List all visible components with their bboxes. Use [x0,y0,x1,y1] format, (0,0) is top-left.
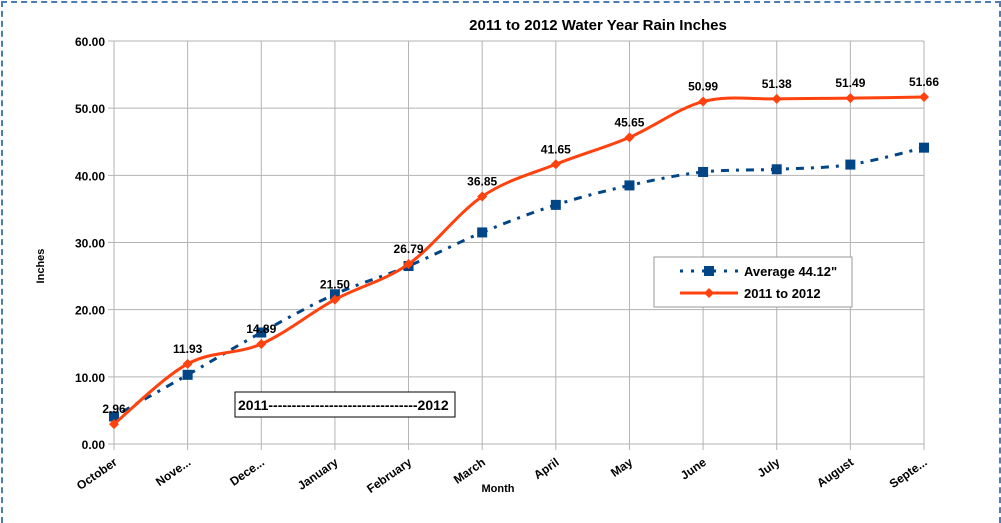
data-label: 26.79 [394,242,424,256]
data-label: 51.66 [909,75,939,89]
y-tick-label: 30.00 [75,237,105,251]
marker-diamond [329,294,340,305]
marker-diamond [624,132,635,143]
y-tick-label: 20.00 [75,304,105,318]
x-tick-label: Nove... [153,455,193,489]
data-label: 21.50 [320,278,350,292]
marker-diamond [919,92,929,103]
data-label: 14.89 [246,322,276,336]
annotation-text: 2011--------------------------------2012 [238,397,449,413]
data-label: 45.65 [614,115,644,129]
x-tick-label: August [814,455,856,490]
legend-marker-diamond [704,288,714,298]
y-tick-label: 40.00 [75,169,105,183]
x-axis-label: Month [482,483,515,495]
x-tick-label: April [531,455,561,482]
x-tick-label: March [451,455,488,487]
data-label: 41.65 [541,142,571,156]
legend: Average 44.12" 2011 to 2012 [653,256,853,308]
chart: 2011 to 2012 Water Year Rain Inches Mont… [35,17,939,496]
data-label: 51.38 [762,77,792,91]
y-tick-label: 10.00 [75,371,105,385]
x-tick-label: June [678,455,709,483]
y-tick-label: 60.00 [75,35,105,49]
marker-square [109,411,119,422]
y-tick-label: 50.00 [75,102,105,116]
x-tick-label: Dece... [227,455,267,489]
marker-square [919,142,929,153]
y-tick-label: 0.00 [82,438,106,452]
x-tick-label: July [755,455,783,480]
marker-square [477,227,488,238]
data-label: 51.49 [835,76,865,90]
marker-square [698,166,709,177]
marker-diamond [477,191,488,202]
marker-diamond [182,358,193,369]
marker-diamond [109,419,119,430]
marker-square [256,327,267,338]
data-label: 11.93 [173,342,203,356]
legend-label-rain: 2011 to 2012 [744,286,821,301]
legend-marker-square [704,266,714,276]
marker-diamond [771,93,782,104]
marker-square [845,159,856,170]
marker-square [771,164,782,175]
marker-diamond [845,93,856,104]
annotation-box: 2011--------------------------------2012 [234,391,456,418]
legend-label-average: Average 44.12" [744,264,837,279]
marker-square [624,180,635,191]
x-tick-label: May [608,455,635,480]
marker-diamond [550,159,561,170]
marker-square [550,199,561,210]
marker-diamond [403,259,414,270]
marker-square [329,289,340,300]
data-label: 2.96 [102,402,126,416]
x-tick-label: October [74,455,120,493]
x-tick-label: January [295,455,341,493]
marker-diamond [698,96,709,107]
x-tick-label: Septe... [887,455,930,491]
x-tick-label: February [364,455,414,496]
chart-title: 2011 to 2012 Water Year Rain Inches [469,17,727,34]
marker-diamond [256,338,267,349]
data-label: 50.99 [688,80,718,94]
data-label: 36.85 [467,174,497,188]
marker-square [182,369,193,380]
y-axis-label: Inches [35,249,47,284]
